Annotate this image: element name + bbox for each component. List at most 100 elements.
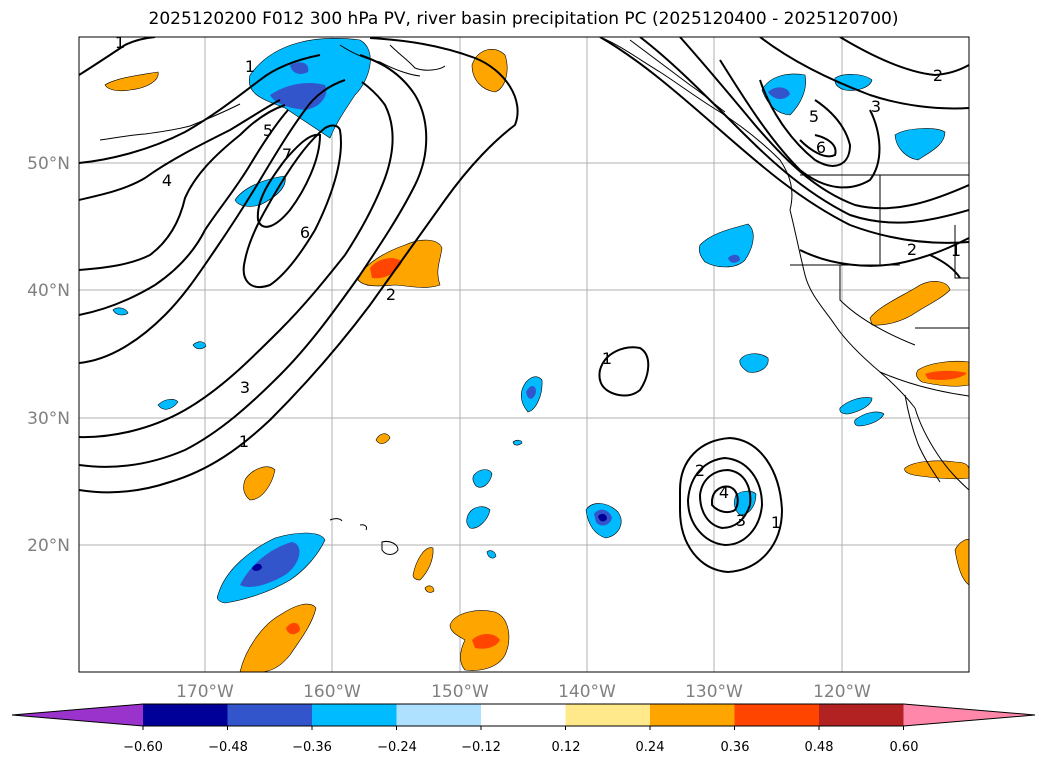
pv-contour-east-2 — [639, 37, 969, 224]
colorbar-tick-marks — [142, 726, 904, 730]
contour-label: 3 — [240, 378, 250, 397]
contour-label: 2 — [695, 461, 705, 480]
contour-label: 4 — [162, 171, 172, 190]
contour-label: 1 — [951, 241, 961, 260]
pv-contour-2 — [79, 54, 428, 468]
precip-blob-negative — [192, 341, 207, 350]
precip-blob-negative — [466, 506, 491, 529]
coastlines — [99, 37, 969, 555]
lon-tick-label: 120°W — [813, 682, 871, 702]
pv-contour-east-9 — [799, 237, 969, 267]
colorbar-tick-label: −0.12 — [461, 740, 501, 755]
pv-contour-4 — [79, 79, 346, 364]
lat-tick-label: 50°N — [27, 154, 70, 174]
precip-blob-positive-core — [286, 622, 300, 635]
pv-contour-low-2 — [686, 456, 764, 547]
contour-label: 1 — [115, 33, 125, 52]
lon-tick-label: 140°W — [558, 682, 616, 702]
pv-contour-east-4 — [719, 59, 881, 189]
lon-axis: 170°W 160°W 150°W 140°W 130°W 120°W — [176, 682, 871, 702]
map-frame — [78, 36, 970, 673]
coastline-hawaii — [329, 518, 343, 522]
pv-contour-8 — [79, 54, 321, 164]
precip-blob-negative-core — [728, 254, 740, 263]
precip-blob-negative — [839, 397, 873, 415]
coastline-bc — [599, 37, 793, 211]
precip-blob-negative — [112, 307, 129, 316]
colorbar-segment — [227, 704, 313, 726]
coastline-hawaii — [359, 524, 367, 531]
precip-blob-negative — [739, 353, 769, 373]
precip-blob-positive — [239, 603, 317, 672]
contour-label: 6 — [816, 138, 826, 157]
precip-blob-negative — [698, 223, 754, 268]
colorbar-tick-label: 0.60 — [890, 740, 919, 755]
colorbar-tick-label: 0.12 — [552, 740, 581, 755]
contour-labels: 1 1 4 5 7 6 2 3 1 1 2 3 5 6 2 1 2 4 3 1 — [115, 33, 961, 532]
precip-blob-negative — [854, 411, 885, 427]
precip-blob-negative-max — [252, 563, 262, 571]
pv-contours — [79, 37, 969, 574]
contour-label: 3 — [871, 97, 881, 116]
contour-label: 5 — [809, 107, 819, 126]
pv-contour-east-10 — [929, 254, 961, 279]
precip-blob-negative — [472, 469, 493, 488]
lat-axis: 50°N 40°N 30°N 20°N — [27, 154, 70, 556]
precip-blob-negative-core — [768, 87, 790, 99]
coastline-westcoast — [789, 209, 916, 409]
colorbar-segment — [12, 704, 143, 726]
pv-contour-low-4 — [711, 485, 739, 514]
chart-title: 2025120200 F012 300 hPa PV, river basin … — [148, 9, 899, 29]
precip-blob-positive — [954, 539, 969, 586]
precip-blob-negative-max — [598, 513, 607, 522]
border-us-mexico — [879, 371, 969, 397]
pv-contour-east-8 — [839, 37, 969, 77]
coastline-hawaii — [381, 541, 399, 555]
precip-blob-negative-core — [240, 542, 300, 587]
colorbar: −0.60 −0.48 −0.36 −0.24 −0.12 0.12 0.24 … — [11, 703, 1036, 755]
precip-blob-positive — [869, 281, 951, 326]
pv-contour-east-7 — [759, 37, 969, 110]
precip-blob-positive — [243, 466, 276, 501]
colorbar-segment — [903, 704, 1035, 726]
pv-contour-7 — [79, 99, 281, 201]
coastline-alaska — [339, 44, 421, 77]
contour-label: 1 — [771, 513, 781, 532]
colorbar-segment — [734, 704, 820, 726]
precip-blob-positive — [375, 433, 391, 444]
lat-tick-label: 40°N — [27, 281, 70, 301]
lat-tick-label: 20°N — [27, 536, 70, 556]
pv-contour-east-5 — [759, 79, 852, 167]
colorbar-tick-label: −0.36 — [292, 740, 332, 755]
contour-label: 1 — [245, 57, 255, 76]
map-background — [79, 37, 969, 672]
pv-contour-3 — [79, 81, 394, 439]
contour-label: 7 — [282, 145, 292, 164]
colorbar-tick-label: 0.24 — [636, 740, 665, 755]
contour-label: 2 — [933, 66, 943, 85]
pv-contour-east-3 — [679, 37, 969, 210]
colorbar-tick-label: −0.48 — [208, 740, 248, 755]
coastline-aleutians — [99, 103, 241, 141]
lon-tick-label: 130°W — [685, 682, 743, 702]
contour-label: 2 — [907, 240, 917, 259]
pv-contour-low-1a — [598, 346, 650, 397]
precip-blob-negative — [486, 550, 497, 559]
colorbar-tick-label: 0.36 — [721, 740, 750, 755]
precip-blob-positive — [424, 585, 435, 593]
pv-contour-6-loop — [242, 124, 342, 288]
coastline-baja — [904, 394, 941, 483]
coastline-alaska — [389, 44, 446, 71]
colorbar-tick-label: 0.48 — [805, 740, 834, 755]
precip-blob-positive-core — [472, 634, 500, 649]
colorbar-tick-label: −0.24 — [377, 740, 417, 755]
precip-blob-positive-core — [370, 258, 402, 279]
lat-tick-label: 30°N — [27, 409, 70, 429]
contour-label: 5 — [263, 121, 273, 140]
colorbar-segment — [819, 704, 904, 726]
pv-contour-east-6 — [799, 134, 837, 158]
lon-tick-label: 160°W — [303, 682, 361, 702]
precip-blob-negative — [157, 399, 179, 410]
pv-contour-9 — [79, 37, 156, 76]
